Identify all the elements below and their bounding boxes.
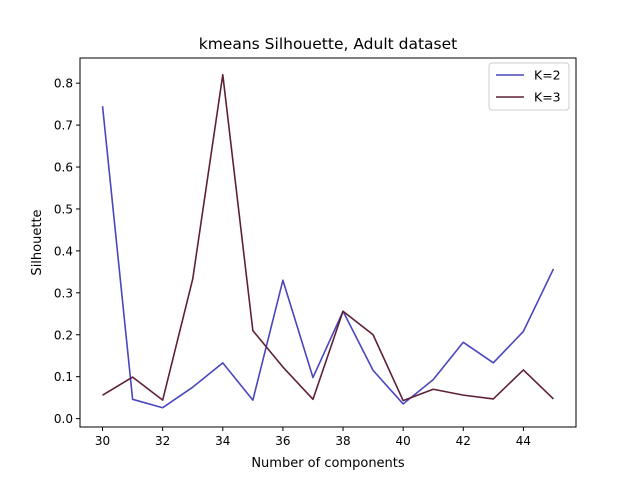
y-tick-label: 0.0 <box>54 412 73 426</box>
series-layer <box>101 73 555 409</box>
y-tick-label: 0.1 <box>54 370 73 384</box>
y-tick-label: 0.8 <box>54 77 73 91</box>
x-tick-label: 38 <box>335 434 350 448</box>
axes-layer: 30 32 34 36 38 40 42 44 0.0 0.1 0.2 0.3 0.4 0.5 0.6 0.7… <box>54 77 531 448</box>
y-tick-label: 0.7 <box>54 119 73 133</box>
legend: K=2K=3 <box>488 62 570 111</box>
y-tick-label: 0.3 <box>54 286 73 300</box>
y-tick-label: 0.4 <box>54 244 73 258</box>
x-tick-label: 34 <box>215 434 230 448</box>
chart-title: kmeans Silhouette, Adult dataset <box>199 35 458 53</box>
legend-label-1: K=2 <box>534 68 561 83</box>
y-tick-label: 0.6 <box>54 161 73 175</box>
series-line-1 <box>101 106 555 409</box>
x-tick-label: 32 <box>155 434 170 448</box>
x-tick-label: 30 <box>95 434 110 448</box>
y-tick-label: 0.5 <box>54 202 73 216</box>
x-tick-label: 44 <box>516 434 531 448</box>
legend-label-2: K=3 <box>534 90 561 105</box>
x-tick-label: 40 <box>396 434 411 448</box>
plot-frame <box>79 57 577 428</box>
y-axis-label: Silhouette <box>30 209 45 275</box>
y-tick-label: 0.2 <box>54 328 73 342</box>
series-line-2 <box>102 73 555 402</box>
x-tick-label: 42 <box>456 434 471 448</box>
x-axis-label: Number of components <box>251 456 405 471</box>
x-tick-label: 36 <box>275 434 290 448</box>
